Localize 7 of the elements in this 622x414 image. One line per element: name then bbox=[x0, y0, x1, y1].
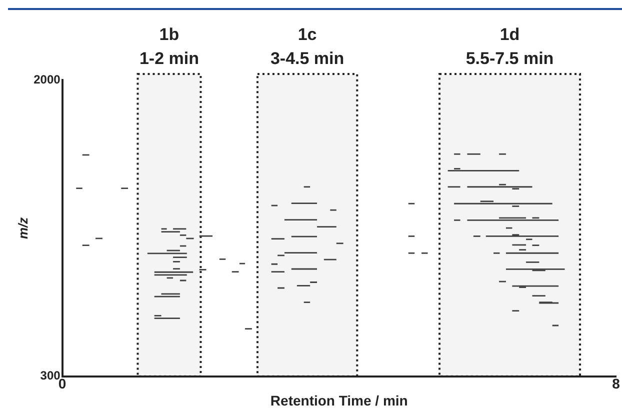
y-tick-label: 2000 bbox=[34, 72, 61, 86]
band-label: 1d 5.5-7.5 min bbox=[466, 25, 554, 68]
band-label: 1b 1-2 min bbox=[139, 25, 199, 68]
band-label: 1c 3-4.5 min bbox=[270, 25, 344, 68]
x-axis-title: Retention Time / min bbox=[270, 392, 408, 408]
y-axis-title: m/z bbox=[15, 216, 30, 240]
x-tick-label: 8 bbox=[612, 376, 620, 392]
